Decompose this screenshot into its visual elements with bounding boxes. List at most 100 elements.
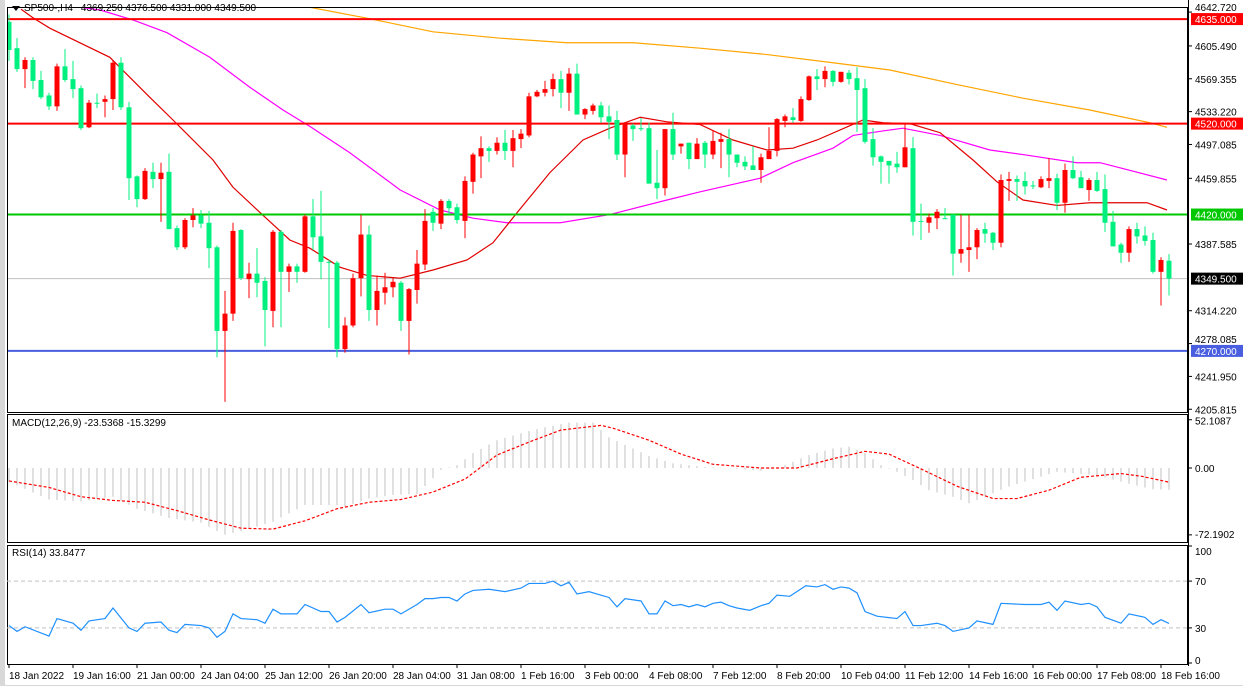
price-tick-label: 4533.220 bbox=[1195, 108, 1237, 119]
rsi-tick-label: 70 bbox=[1195, 577, 1207, 588]
candle bbox=[862, 79, 868, 144]
candle bbox=[918, 203, 924, 240]
candle bbox=[342, 317, 348, 353]
time-tick-label: 7 Feb 12:00 bbox=[713, 671, 767, 682]
candle bbox=[582, 108, 588, 120]
candle-body bbox=[1118, 244, 1124, 253]
candle bbox=[846, 70, 852, 85]
candle-body bbox=[758, 157, 764, 170]
candle bbox=[574, 63, 580, 115]
candle bbox=[598, 101, 604, 123]
candle-body bbox=[326, 261, 332, 263]
candle bbox=[702, 140, 708, 169]
candle-body bbox=[302, 216, 308, 272]
candle-body bbox=[1030, 185, 1036, 187]
candle bbox=[1070, 156, 1076, 180]
candle bbox=[990, 231, 996, 250]
candle bbox=[1078, 170, 1084, 189]
candle bbox=[422, 209, 428, 270]
candle-body bbox=[294, 266, 300, 272]
candle bbox=[758, 153, 764, 183]
candle bbox=[1062, 163, 1068, 213]
candle-body bbox=[8, 21, 12, 50]
candle bbox=[150, 162, 156, 189]
candle-body bbox=[390, 281, 396, 288]
candle bbox=[822, 66, 828, 88]
candle-body bbox=[494, 142, 500, 151]
candle-body bbox=[830, 70, 836, 82]
candle bbox=[1110, 210, 1116, 247]
candle-body bbox=[486, 148, 492, 151]
macd-tick-label: -72.1902 bbox=[1195, 530, 1235, 541]
candle-body bbox=[374, 290, 380, 310]
candle bbox=[118, 57, 124, 110]
candle bbox=[366, 225, 372, 321]
candle bbox=[318, 190, 324, 280]
time-tick-label: 24 Jan 04:00 bbox=[201, 671, 259, 682]
candle-body bbox=[750, 165, 756, 170]
candle-body bbox=[454, 207, 460, 220]
candle-body bbox=[734, 154, 740, 163]
candle bbox=[782, 114, 788, 128]
candle-body bbox=[190, 215, 196, 220]
candle-body bbox=[94, 102, 100, 104]
candle-body bbox=[998, 180, 1004, 243]
candle-body bbox=[814, 76, 820, 80]
candle-body bbox=[894, 163, 900, 168]
candle bbox=[166, 153, 172, 230]
candle-body bbox=[86, 102, 92, 128]
candle bbox=[222, 290, 228, 402]
candle bbox=[1150, 232, 1156, 274]
candle bbox=[182, 218, 188, 250]
candle-body bbox=[110, 62, 116, 100]
candle-body bbox=[982, 229, 988, 234]
candle bbox=[1086, 178, 1092, 201]
rsi-line bbox=[8, 580, 1170, 639]
candle-body bbox=[534, 91, 540, 97]
candle-body bbox=[902, 147, 908, 168]
candle bbox=[1038, 176, 1044, 189]
candle-body bbox=[806, 76, 812, 100]
candle-body bbox=[1038, 179, 1044, 188]
time-tick-label: 28 Jan 04:00 bbox=[393, 671, 451, 682]
candle-body bbox=[1006, 179, 1012, 181]
candle bbox=[110, 60, 116, 110]
candle-body bbox=[542, 89, 548, 93]
candle-body bbox=[990, 232, 996, 243]
candle bbox=[726, 129, 732, 178]
candle-body bbox=[246, 273, 252, 280]
candle-body bbox=[366, 234, 372, 310]
candle bbox=[70, 60, 76, 99]
candle bbox=[310, 199, 316, 250]
candle-body bbox=[598, 105, 604, 118]
candle bbox=[62, 49, 68, 82]
candle-body bbox=[558, 79, 564, 93]
candle-body bbox=[462, 180, 468, 221]
candle-body bbox=[230, 230, 236, 314]
candle-body bbox=[526, 96, 532, 136]
candle bbox=[382, 272, 388, 305]
candle bbox=[1118, 242, 1124, 263]
candle bbox=[326, 260, 332, 329]
candle bbox=[270, 230, 276, 328]
candle bbox=[798, 96, 804, 122]
rsi-tick-label: 0 bbox=[1195, 656, 1201, 667]
candle bbox=[1166, 254, 1172, 296]
candle bbox=[1030, 180, 1036, 190]
candle-body bbox=[134, 176, 140, 200]
triangle-down-icon[interactable] bbox=[12, 6, 20, 11]
candle bbox=[926, 213, 932, 233]
candle-body bbox=[822, 70, 828, 80]
candle bbox=[934, 209, 940, 230]
candle bbox=[294, 263, 300, 283]
candle bbox=[542, 80, 548, 97]
candle bbox=[398, 280, 404, 331]
symbol-timeframe: SP500-,H4 bbox=[24, 3, 73, 14]
candle bbox=[814, 69, 820, 90]
price-tick-label: 4459.855 bbox=[1195, 174, 1237, 185]
candle bbox=[622, 123, 628, 178]
level-price-badge: 4420.000 bbox=[1195, 211, 1237, 222]
time-tick-label: 10 Feb 04:00 bbox=[841, 671, 900, 682]
candle bbox=[670, 112, 676, 160]
